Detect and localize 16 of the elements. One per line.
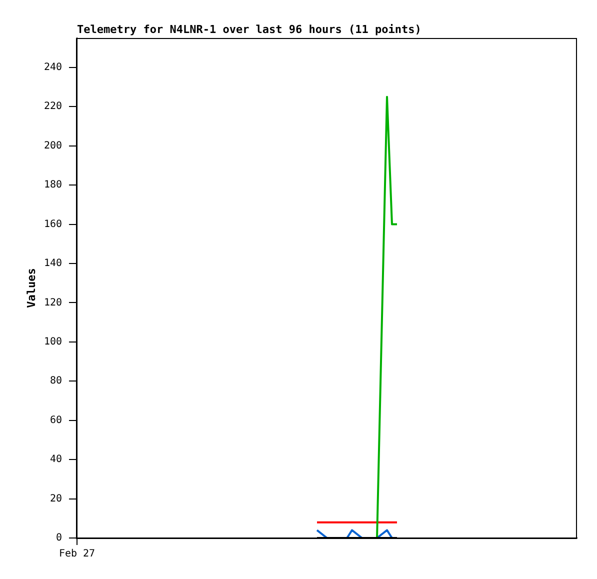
y-tick-label: 0 <box>56 532 62 544</box>
y-tick-label: 40 <box>50 454 62 466</box>
y-tick-label: 100 <box>44 336 62 348</box>
y-axis-title: Values <box>24 268 38 308</box>
y-tick-label: 120 <box>44 297 62 308</box>
y-tick-label: 240 <box>44 62 62 74</box>
chart-title: Telemetry for N4LNR-1 over last 96 hours (11 points) <box>77 23 422 36</box>
y-tick-label: 160 <box>44 218 62 230</box>
y-tick-label: 180 <box>44 180 62 191</box>
y-tick-label: 220 <box>44 101 62 112</box>
y-tick-label: 80 <box>50 376 62 387</box>
x-tick-label: Feb 27 <box>58 548 96 560</box>
y-tick-label: 20 <box>50 493 62 504</box>
y-tick-label: 60 <box>50 414 62 426</box>
y-tick-label: 140 <box>44 258 62 270</box>
y-tick-label: 200 <box>44 140 62 152</box>
